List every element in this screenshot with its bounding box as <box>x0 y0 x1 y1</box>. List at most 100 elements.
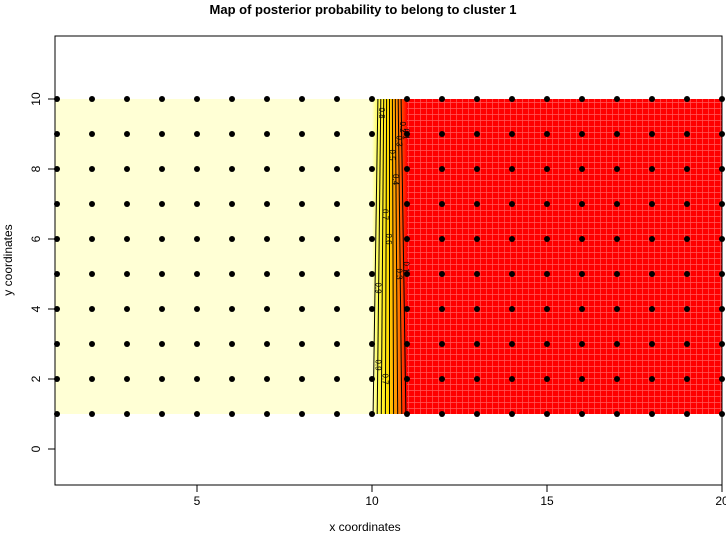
data-point <box>334 411 340 417</box>
data-point <box>544 96 550 102</box>
data-point <box>439 341 445 347</box>
data-point <box>159 131 165 137</box>
data-point <box>89 306 95 312</box>
data-point <box>89 201 95 207</box>
data-point <box>264 236 270 242</box>
data-point <box>89 411 95 417</box>
data-point <box>474 306 480 312</box>
data-point <box>369 341 375 347</box>
data-point <box>439 236 445 242</box>
x-tick-label: 5 <box>194 494 201 508</box>
data-point <box>89 166 95 172</box>
contour-line-0.4 <box>391 98 395 415</box>
data-point <box>229 306 235 312</box>
contour-line-0.7 <box>380 98 385 415</box>
data-point <box>474 271 480 277</box>
data-point <box>264 166 270 172</box>
data-point <box>579 411 585 417</box>
contour-label: 0.2 <box>398 121 407 133</box>
data-point <box>404 376 410 382</box>
data-point <box>614 271 620 277</box>
data-point <box>579 96 585 102</box>
data-point <box>159 166 165 172</box>
data-point <box>334 131 340 137</box>
contour-label: 0.6 <box>384 233 393 245</box>
data-point <box>124 271 130 277</box>
data-point <box>509 236 515 242</box>
probability-surface <box>55 99 722 414</box>
data-point <box>369 306 375 312</box>
data-point <box>124 411 130 417</box>
data-point <box>649 376 655 382</box>
data-point <box>614 131 620 137</box>
contour-line-0.3 <box>394 98 399 415</box>
data-point <box>474 376 480 382</box>
data-point <box>684 341 690 347</box>
data-point <box>334 376 340 382</box>
data-point <box>264 96 270 102</box>
data-point <box>544 411 550 417</box>
data-point <box>544 271 550 277</box>
data-point <box>509 411 515 417</box>
data-point <box>509 131 515 137</box>
data-point <box>159 236 165 242</box>
data-point <box>579 201 585 207</box>
data-point <box>614 201 620 207</box>
data-point <box>89 236 95 242</box>
data-point <box>509 306 515 312</box>
data-point <box>264 271 270 277</box>
data-point <box>299 376 305 382</box>
axes: 5 10 15 20 0 2 4 6 8 10 <box>29 92 726 508</box>
data-point <box>439 411 445 417</box>
y-tick-label: 6 <box>29 235 43 242</box>
data-point <box>264 411 270 417</box>
data-point <box>404 411 410 417</box>
y-tick-label: 2 <box>29 375 43 382</box>
data-point <box>579 131 585 137</box>
x-tick-label: 20 <box>715 494 726 508</box>
data-point <box>369 411 375 417</box>
data-point <box>124 236 130 242</box>
data-point <box>509 341 515 347</box>
data-point <box>194 341 200 347</box>
data-point <box>229 131 235 137</box>
data-point <box>684 376 690 382</box>
data-point <box>614 341 620 347</box>
data-point <box>474 166 480 172</box>
data-point <box>229 341 235 347</box>
low-probability-region <box>407 99 722 414</box>
data-point <box>544 201 550 207</box>
contour-line-0.6 <box>384 98 388 415</box>
data-point <box>474 411 480 417</box>
data-points <box>54 96 725 417</box>
data-point <box>649 201 655 207</box>
data-point <box>404 96 410 102</box>
data-point <box>509 201 515 207</box>
data-point <box>334 166 340 172</box>
data-point <box>299 341 305 347</box>
data-point <box>264 341 270 347</box>
data-point <box>334 306 340 312</box>
data-point <box>194 236 200 242</box>
data-point <box>684 271 690 277</box>
data-point <box>89 96 95 102</box>
data-point <box>334 201 340 207</box>
data-point <box>439 201 445 207</box>
contour-label: 0.7 <box>381 209 390 221</box>
data-point <box>649 306 655 312</box>
data-point <box>124 376 130 382</box>
data-point <box>509 271 515 277</box>
data-point <box>299 131 305 137</box>
data-point <box>299 166 305 172</box>
contour-label: 0.8 <box>377 107 386 119</box>
data-point <box>194 306 200 312</box>
data-point <box>299 306 305 312</box>
data-point <box>544 131 550 137</box>
data-point <box>544 306 550 312</box>
data-point <box>124 341 130 347</box>
data-point <box>649 96 655 102</box>
data-point <box>474 96 480 102</box>
data-point <box>404 271 410 277</box>
contour-lines: 0.10.10.20.30.30.40.50.60.70.70.80.90.9 <box>372 98 411 415</box>
